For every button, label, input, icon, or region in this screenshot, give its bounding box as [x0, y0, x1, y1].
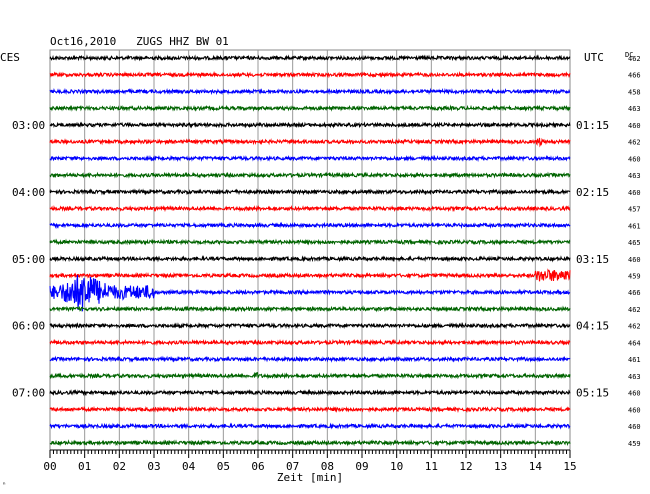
left-time-label: 04:00 [12, 186, 45, 199]
x-tick-label: 06 [251, 460, 264, 473]
dc-value-label: 462 [628, 306, 641, 314]
x-tick-label: 07 [286, 460, 299, 473]
x-tick-label: 11 [425, 460, 438, 473]
dc-value-label: 458 [628, 89, 641, 97]
x-tick-label: 15 [563, 460, 576, 473]
x-tick-label: 05 [217, 460, 230, 473]
x-tick-label: 13 [494, 460, 507, 473]
left-time-label: 07:00 [12, 387, 45, 400]
trace-22 [49, 422, 571, 430]
left-timezone-label: CES [0, 51, 20, 64]
trace-6 [49, 154, 571, 163]
trace-12 [49, 255, 571, 263]
x-tick-label: 14 [529, 460, 543, 473]
dc-value-label: 462 [628, 55, 641, 63]
trace-13 [49, 268, 571, 282]
trace-7 [49, 171, 571, 179]
dc-value-label: 460 [628, 406, 641, 414]
left-time-label: 06:00 [12, 320, 45, 333]
trace-2 [49, 87, 571, 96]
right-time-label: 05:15 [576, 387, 609, 400]
left-time-label: 03:00 [12, 119, 45, 132]
dc-value-label: 460 [628, 256, 641, 264]
plot-border [49, 49, 571, 451]
x-tick-label: 09 [355, 460, 368, 473]
x-tick-label: 08 [321, 460, 334, 473]
dc-value-label: 459 [628, 440, 641, 448]
trace-3 [49, 104, 571, 112]
dc-value-label: 464 [628, 339, 641, 347]
x-tick-label: 04 [182, 460, 196, 473]
dc-value-label: 463 [628, 172, 641, 180]
right-time-label: 02:15 [576, 186, 609, 199]
dc-value-label: 466 [628, 72, 641, 80]
dc-value-label: 460 [628, 155, 641, 163]
trace-1 [49, 70, 571, 79]
x-tick-label: 02 [113, 460, 126, 473]
trace-19 [49, 371, 571, 380]
trace-4 [49, 121, 571, 129]
trace-5 [49, 137, 571, 148]
trace-0 [49, 54, 571, 62]
x-tick-label: 00 [43, 460, 56, 473]
dc-value-label: 461 [628, 222, 641, 230]
trace-21 [49, 405, 571, 414]
time-label-group: 03:00 04:00 05:00 06:00 07:00 01:15 02:15 03:15… [12, 119, 609, 400]
dc-value-label: 460 [628, 390, 641, 398]
x-tick-label: 12 [459, 460, 472, 473]
dc-value-label: 462 [628, 139, 641, 147]
x-tick-label: 10 [390, 460, 403, 473]
dc-value-label: 457 [628, 206, 641, 214]
trace-23 [49, 439, 571, 447]
trace-9 [49, 204, 571, 213]
corner-mark: ⁿ [2, 481, 6, 489]
right-time-label: 04:15 [576, 320, 609, 333]
trace-18 [49, 355, 571, 363]
trace-17 [49, 338, 571, 347]
x-axis: 00 01 02 03 04 05 06 07 08 09 10 11 12 13 14 15 [43, 449, 577, 473]
left-time-label: 05:00 [12, 253, 45, 266]
trace-11 [49, 238, 571, 246]
x-tick-label: 03 [147, 460, 160, 473]
x-tick-label: 01 [78, 460, 91, 473]
trace-15 [49, 305, 571, 313]
trace-8 [49, 188, 571, 196]
grid [49, 49, 571, 451]
right-time-label: 01:15 [576, 119, 609, 132]
dc-value-label: 461 [628, 356, 641, 364]
right-timezone-label: UTC [584, 51, 604, 64]
trace-20 [49, 388, 571, 397]
dc-value-label: 463 [628, 373, 641, 381]
x-axis-label: Zeit [min] [277, 471, 343, 484]
trace-group: 462 466 458 463 460 462 460 463 460 457 461 465 460 4… [49, 54, 641, 448]
dc-value-label: 466 [628, 289, 641, 297]
dc-value-label: 460 [628, 122, 641, 130]
dc-column-label: DC [625, 51, 633, 59]
chart-title: Oct16,2010 ZUGS HHZ BW 01 [50, 35, 229, 48]
dc-value-label: 460 [628, 423, 641, 431]
right-time-label: 03:15 [576, 253, 609, 266]
dc-value-label: 460 [628, 189, 641, 197]
trace-14 [49, 274, 571, 312]
dc-value-label: 462 [628, 323, 641, 331]
dc-value-label: 465 [628, 239, 641, 247]
dc-value-label: 459 [628, 273, 641, 281]
trace-16 [49, 322, 571, 330]
trace-10 [49, 221, 571, 230]
dc-value-label: 463 [628, 105, 641, 113]
